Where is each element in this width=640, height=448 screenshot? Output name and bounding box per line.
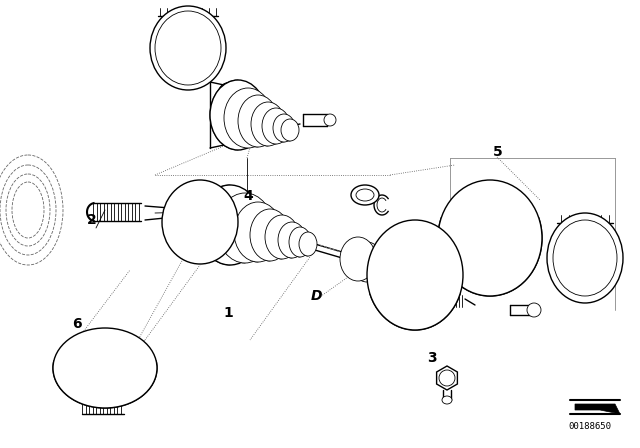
Ellipse shape — [198, 185, 262, 265]
Ellipse shape — [150, 6, 226, 90]
Ellipse shape — [262, 108, 290, 144]
Ellipse shape — [362, 247, 390, 283]
Ellipse shape — [351, 242, 383, 282]
Ellipse shape — [351, 185, 379, 205]
Ellipse shape — [367, 220, 463, 330]
Ellipse shape — [527, 303, 541, 317]
Ellipse shape — [210, 80, 266, 150]
Ellipse shape — [250, 209, 290, 261]
Text: 2: 2 — [87, 213, 97, 227]
Text: 4: 4 — [243, 189, 253, 203]
Ellipse shape — [273, 114, 295, 142]
Ellipse shape — [340, 237, 376, 281]
Ellipse shape — [278, 222, 306, 258]
Ellipse shape — [299, 232, 317, 256]
Text: 3: 3 — [427, 351, 437, 365]
Ellipse shape — [265, 215, 299, 259]
Text: 1: 1 — [223, 306, 233, 320]
Ellipse shape — [324, 114, 336, 126]
Text: 00188650: 00188650 — [568, 422, 611, 431]
Polygon shape — [436, 366, 458, 390]
Ellipse shape — [162, 180, 238, 264]
Ellipse shape — [217, 193, 273, 263]
Ellipse shape — [438, 180, 542, 296]
Ellipse shape — [373, 252, 397, 284]
Ellipse shape — [53, 328, 157, 408]
Ellipse shape — [281, 119, 299, 141]
Ellipse shape — [442, 396, 452, 404]
Text: 6: 6 — [72, 317, 82, 331]
Ellipse shape — [234, 202, 282, 262]
Ellipse shape — [547, 213, 623, 303]
Text: D: D — [310, 289, 322, 303]
Polygon shape — [575, 404, 620, 414]
Ellipse shape — [251, 102, 285, 146]
Text: 5: 5 — [493, 145, 503, 159]
Ellipse shape — [224, 88, 272, 148]
Ellipse shape — [238, 95, 278, 147]
Ellipse shape — [289, 227, 311, 257]
